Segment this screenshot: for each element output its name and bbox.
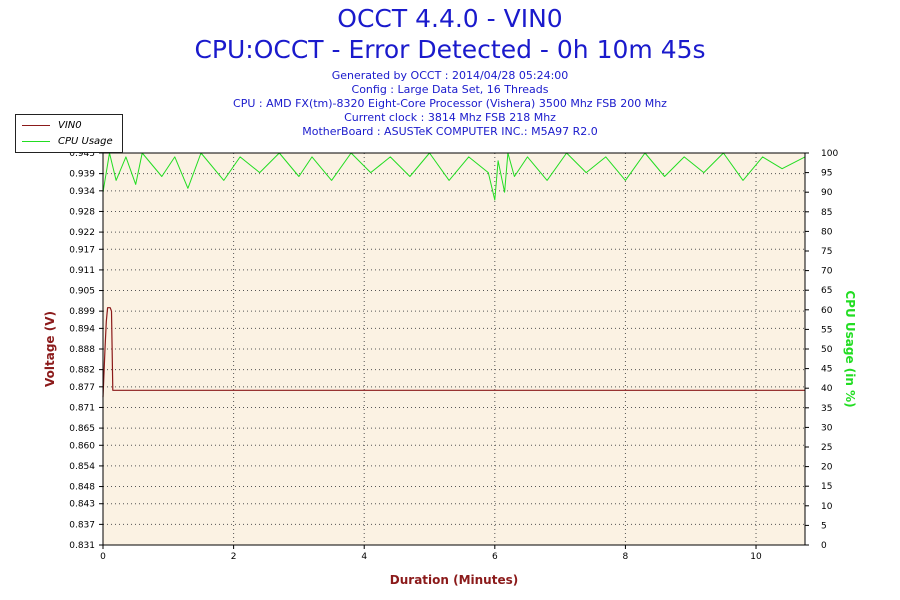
y-right-tick-label: 10 [821, 502, 833, 512]
x-tick-label: 6 [492, 552, 498, 562]
y-left-tick-label: 0.934 [69, 187, 95, 197]
y-left-tick-label: 0.871 [69, 403, 95, 413]
y-right-tick-label: 25 [821, 443, 832, 453]
series-line-vin0 [102, 307, 805, 398]
y-right-tick-label: 65 [821, 286, 832, 296]
y-left-tick-label: 0.860 [69, 441, 95, 451]
y-right-tick-label: 40 [821, 384, 833, 394]
chart-subtitle: CPU:OCCT - Error Detected - 0h 10m 45s [194, 35, 706, 64]
y-right-tick-label: 80 [821, 227, 833, 237]
y-axis-left-label: Voltage (V) [43, 311, 57, 387]
x-tick-label: 4 [361, 552, 367, 562]
info-line-motherboard: MotherBoard : ASUSTeK COMPUTER INC.: M5A… [302, 125, 598, 138]
y-left-tick-label: 0.888 [69, 345, 95, 355]
y-right-tick-label: 15 [821, 482, 832, 492]
legend-label-cpu-usage: CPU Usage [58, 135, 113, 147]
y-left-tick-label: 0.865 [69, 424, 95, 434]
x-tick-label: 2 [231, 552, 237, 562]
info-line-clock: Current clock : 3814 Mhz FSB 218 Mhz [344, 111, 556, 124]
info-line-cpu: CPU : AMD FX(tm)-8320 Eight-Core Process… [233, 97, 667, 110]
y-right-tick-label: 85 [821, 208, 832, 218]
y-left-tick-label: 0.917 [69, 245, 95, 255]
legend-label-vin0: VIN0 [58, 119, 82, 131]
y-right-tick-label: 20 [821, 463, 833, 473]
y-right-tick-label: 0 [821, 541, 827, 551]
info-line-config: Config : Large Data Set, 16 Threads [351, 83, 549, 96]
legend-item-vin0: VIN0 [22, 118, 82, 132]
y-left-tick-label: 0.928 [69, 207, 95, 217]
y-right-tick-label: 5 [821, 521, 827, 531]
y-left-tick-label: 0.911 [69, 266, 95, 276]
y-right-tick-label: 90 [821, 188, 833, 198]
y-left-tick-label: 0.843 [69, 500, 95, 510]
y-right-tick-label: 50 [821, 345, 833, 355]
y-left-tick-label: 0.894 [69, 324, 95, 334]
x-tick-label: 8 [623, 552, 629, 562]
y-right-tick-label: 35 [821, 404, 832, 414]
y-right-tick-label: 55 [821, 325, 832, 335]
y-axis-right-label: CPU Usage (in %) [843, 290, 857, 407]
chart-title: OCCT 4.4.0 - VIN0 [337, 4, 563, 33]
x-axis-label: Duration (Minutes) [390, 573, 518, 587]
x-tick-label: 10 [750, 552, 762, 562]
y-right-tick-label: 45 [821, 365, 832, 375]
legend-swatch-vin0 [22, 124, 50, 126]
y-left-tick-label: 0.945 [69, 149, 95, 159]
legend: VIN0 CPU Usage [15, 114, 123, 153]
y-left-tick-label: 0.899 [69, 307, 95, 317]
y-right-tick-label: 95 [821, 169, 832, 179]
y-left-tick-label: 0.831 [69, 541, 95, 551]
y-left-tick-label: 0.922 [69, 228, 95, 238]
y-left-tick-label: 0.939 [69, 170, 95, 180]
y-left-tick-label: 0.854 [69, 462, 95, 472]
plot-frame [102, 152, 806, 546]
y-right-tick-label: 30 [821, 423, 833, 433]
x-tick-label: 0 [100, 552, 106, 562]
y-left-tick-label: 0.877 [69, 383, 95, 393]
y-left-tick-label: 0.882 [69, 366, 95, 376]
y-right-tick-label: 75 [821, 247, 832, 257]
series-vin0 [102, 307, 805, 398]
y-right-tick-label: 70 [821, 267, 833, 277]
info-line-generated: Generated by OCCT : 2014/04/28 05:24:00 [331, 69, 569, 82]
legend-item-cpu-usage: CPU Usage [22, 134, 113, 148]
series-line-cpu-usage [102, 152, 806, 201]
axis-ticks: 0 2 4 6 8 10 0.945 0.939 0.934 0.928 0.922 0.917 0.9… [69, 149, 838, 562]
y-right-tick-label: 60 [821, 306, 833, 316]
y-right-tick-label: 100 [821, 149, 838, 159]
y-left-tick-label: 0.905 [69, 287, 95, 297]
series-cpu-usage [102, 152, 806, 201]
grid-lines [103, 152, 805, 546]
y-left-tick-label: 0.848 [69, 483, 95, 493]
y-left-tick-label: 0.837 [69, 520, 95, 530]
legend-swatch-cpu-usage [22, 140, 50, 142]
